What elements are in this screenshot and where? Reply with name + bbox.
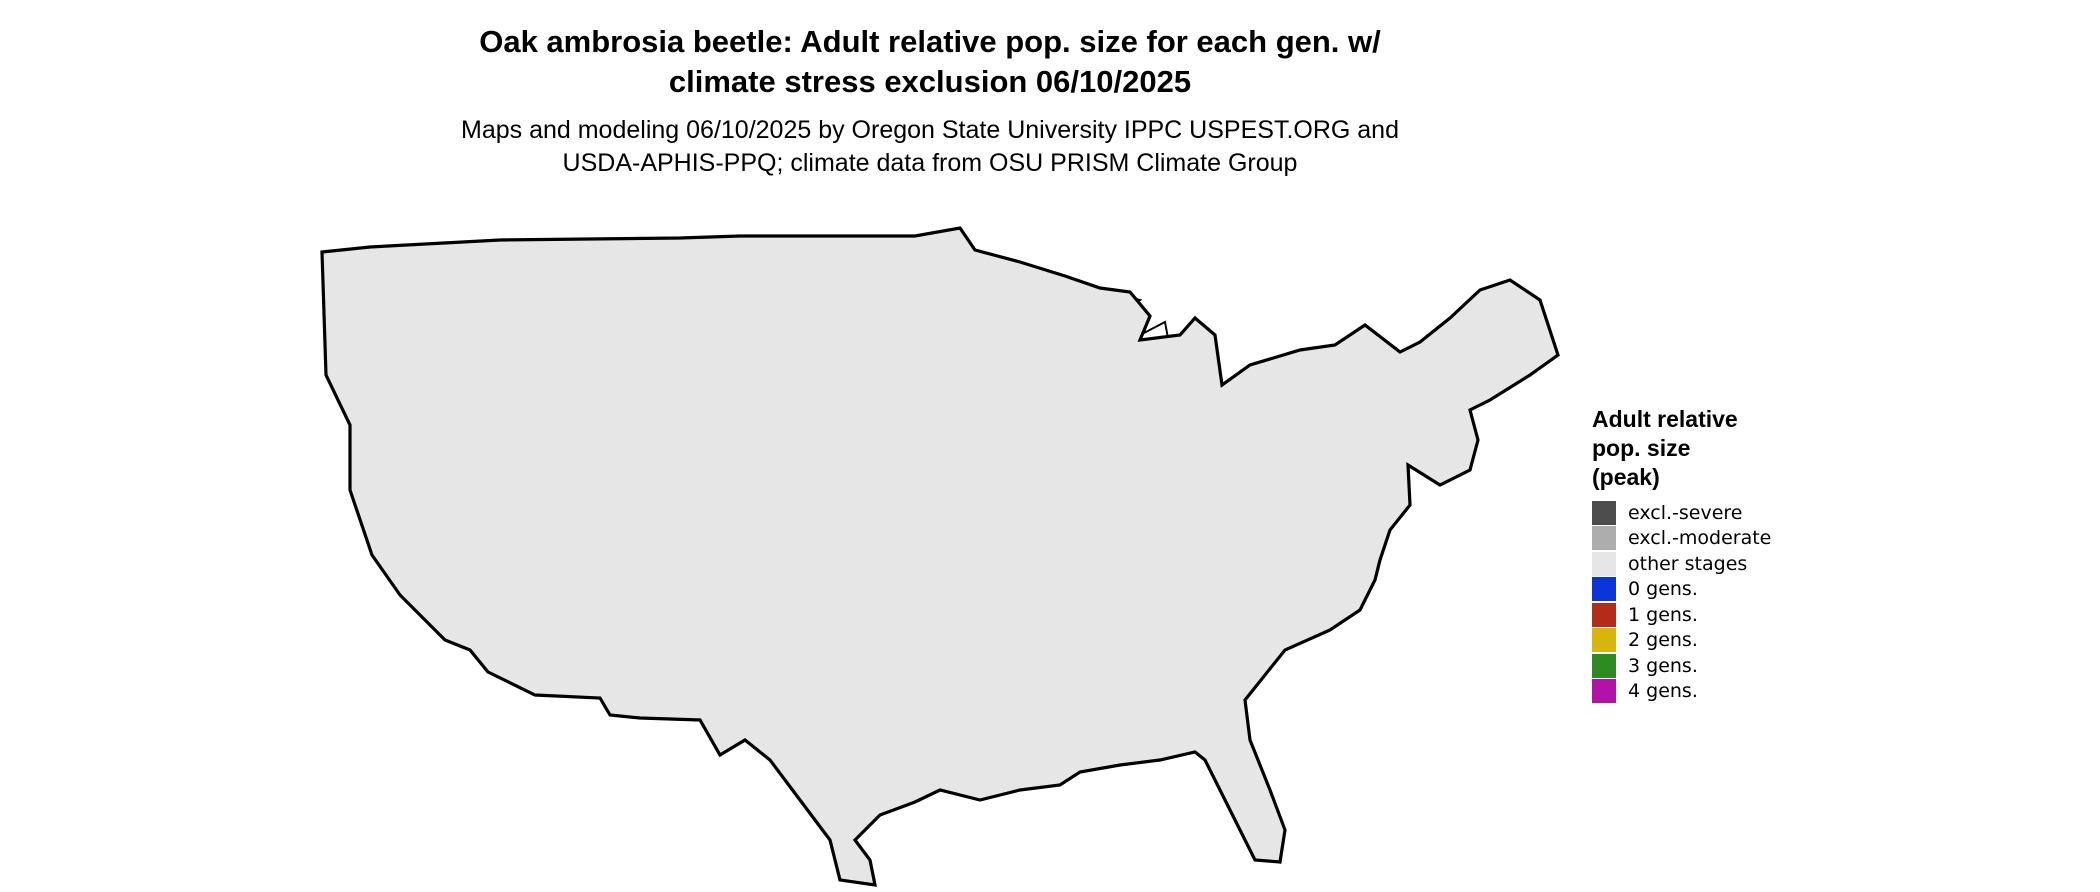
legend-label: excl.-severe [1628, 501, 1743, 524]
legend-label: excl.-moderate [1628, 527, 1772, 550]
map-title: Oak ambrosia beetle: Adult relative pop.… [300, 22, 1560, 102]
us-outline [320, 226, 1560, 887]
legend-item: excl.-moderate [1592, 526, 1852, 552]
map-subtitle: Maps and modeling 06/10/2025 by Oregon S… [300, 114, 1560, 180]
legend-item: 1 gens. [1592, 602, 1852, 628]
legend-swatch [1592, 551, 1616, 576]
title-line-1: Oak ambrosia beetle: Adult relative pop.… [479, 24, 1381, 59]
legend-item: other stages [1592, 551, 1852, 577]
title-line-2: climate stress exclusion 06/10/2025 [668, 64, 1192, 99]
legend-swatch [1592, 602, 1616, 627]
legend-item: 3 gens. [1592, 653, 1852, 679]
legend-label: other stages [1628, 552, 1748, 575]
us-map [320, 226, 1560, 887]
legend-swatch [1592, 500, 1616, 525]
legend-swatch [1592, 628, 1616, 653]
legend-title-line-3: (peak) [1592, 464, 1660, 490]
legend-label: 2 gens. [1628, 629, 1698, 652]
header: Oak ambrosia beetle: Adult relative pop.… [300, 22, 1560, 180]
legend-item: 0 gens. [1592, 577, 1852, 603]
legend-label: 3 gens. [1628, 654, 1698, 677]
legend-title-line-2: pop. size [1592, 435, 1691, 461]
legend: Adult relative pop. size (peak) excl.-se… [1592, 405, 1852, 704]
legend-item: excl.-severe [1592, 500, 1852, 526]
legend-label: 1 gens. [1628, 603, 1698, 626]
legend-swatch [1592, 653, 1616, 678]
legend-title-line-1: Adult relative [1592, 406, 1738, 432]
subtitle-line-1: Maps and modeling 06/10/2025 by Oregon S… [461, 116, 1399, 144]
legend-title: Adult relative pop. size (peak) [1592, 405, 1852, 492]
legend-item: 4 gens. [1592, 679, 1852, 705]
legend-label: 4 gens. [1628, 680, 1698, 703]
legend-item: 2 gens. [1592, 628, 1852, 654]
subtitle-line-2: USDA-APHIS-PPQ; climate data from OSU PR… [562, 149, 1298, 177]
legend-swatch [1592, 526, 1616, 551]
legend-swatch [1592, 577, 1616, 602]
legend-swatch [1592, 679, 1616, 704]
legend-label: 0 gens. [1628, 578, 1698, 601]
